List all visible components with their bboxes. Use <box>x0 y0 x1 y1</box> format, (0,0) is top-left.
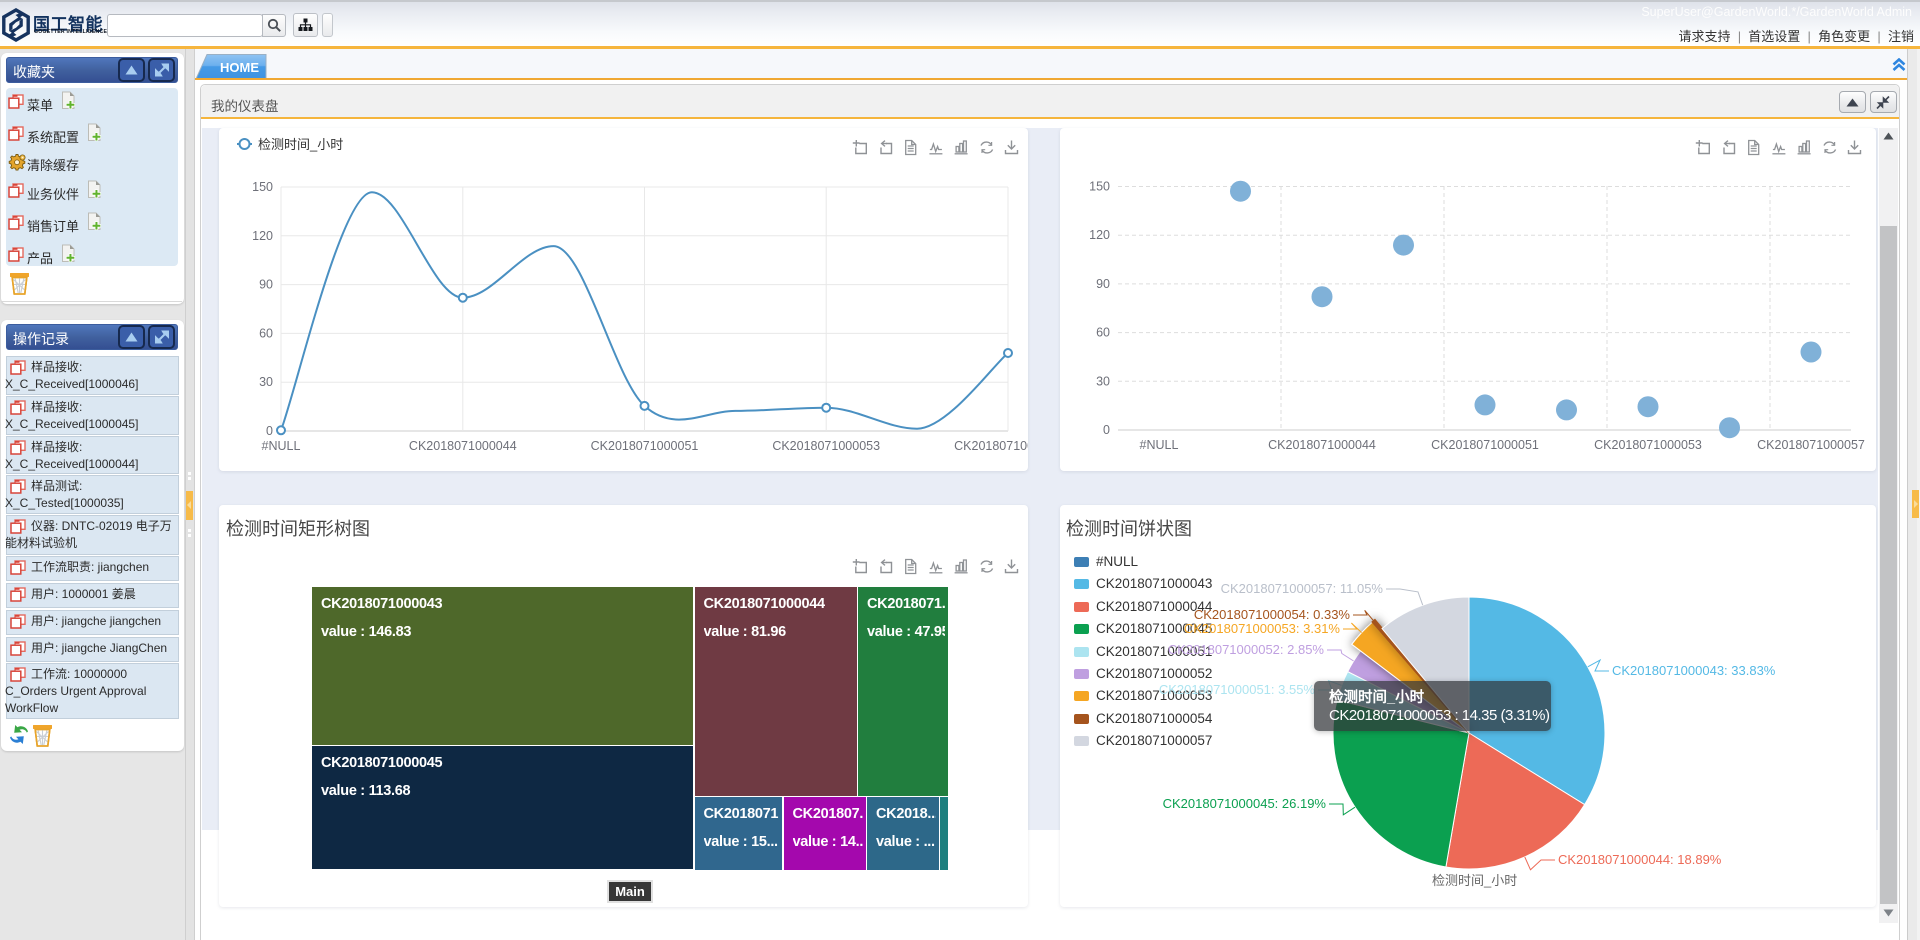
svg-text:CK2018071000044: CK2018071000044 <box>409 439 517 453</box>
svg-text:30: 30 <box>259 375 273 389</box>
svg-text:CK2018071000054: 0.33%: CK2018071000054: 0.33% <box>1194 607 1351 622</box>
svg-text:#NULL: #NULL <box>1140 438 1179 452</box>
svg-text:CK2018071000057: CK2018071000057 <box>954 439 1028 453</box>
svg-text:CK2018071000044: CK2018071000044 <box>1268 438 1376 452</box>
svg-text:检测时间_小时: 检测时间_小时 <box>258 137 343 152</box>
svg-text:CK2018071000043: 33.83%: CK2018071000043: 33.83% <box>1612 663 1776 678</box>
svg-text:CK2018071000057: CK2018071000057 <box>1757 438 1865 452</box>
svg-text:120: 120 <box>1089 228 1110 242</box>
svg-text:60: 60 <box>1096 326 1110 340</box>
svg-text:CK2018071000045: 26.19%: CK2018071000045: 26.19% <box>1163 796 1327 811</box>
svg-text:CK2018071000053: CK2018071000053 <box>1594 438 1702 452</box>
svg-text:CK2018071000052: 2.85%: CK2018071000052: 2.85% <box>1168 642 1325 657</box>
svg-text:CK2018071000044: 18.89%: CK2018071000044: 18.89% <box>1558 852 1722 867</box>
svg-text:120: 120 <box>252 229 273 243</box>
svg-text:60: 60 <box>259 326 273 340</box>
svg-text:150: 150 <box>252 180 273 194</box>
svg-text:CK2018071000051: CK2018071000051 <box>591 439 699 453</box>
svg-text:CK2018071000057: 11.05%: CK2018071000057: 11.05% <box>1221 581 1384 596</box>
svg-text:90: 90 <box>1096 277 1110 291</box>
svg-text:0: 0 <box>266 424 273 438</box>
svg-text:CK2018071000051: 3.55%: CK2018071000051: 3.55% <box>1159 682 1316 697</box>
svg-text:CK2018071000051: CK2018071000051 <box>1431 438 1539 452</box>
svg-text:30: 30 <box>1096 374 1110 388</box>
svg-text:CK2018071000053: 3.31%: CK2018071000053: 3.31% <box>1184 621 1341 636</box>
svg-text:CK2018071000053: CK2018071000053 <box>772 439 880 453</box>
svg-text:#NULL: #NULL <box>262 439 301 453</box>
svg-text:90: 90 <box>259 278 273 292</box>
svg-text:150: 150 <box>1089 180 1110 194</box>
svg-text:0: 0 <box>1103 423 1110 437</box>
